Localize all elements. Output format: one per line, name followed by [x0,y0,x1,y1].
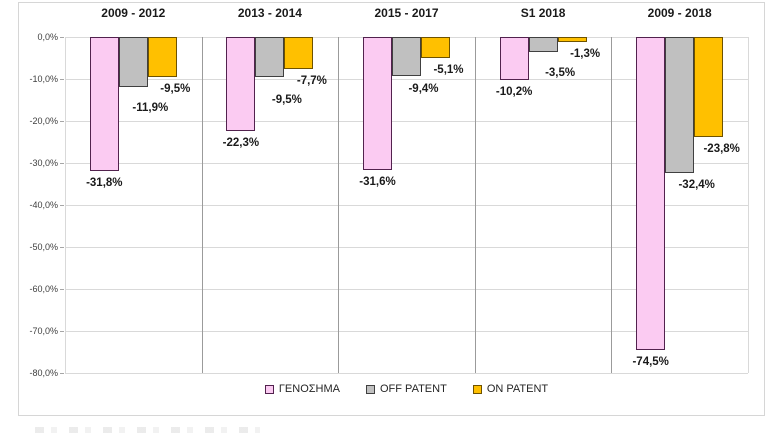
data-bar-3-1 [363,37,392,170]
y-tickmark [60,121,64,122]
panel-title: 2009 - 2012 [101,6,166,20]
data-bar-1-2 [118,37,148,87]
data-bar-2-3 [284,37,314,70]
data-bar-1-1 [89,37,119,171]
data-label: -3,5% [545,67,576,80]
legend-item: ΓΕΝΟΣΗΜΑ [264,383,340,395]
data-bar-4-1 [499,37,529,80]
y-axis-tick-label: -50,0% [29,242,58,252]
data-label: -32,4% [678,179,715,192]
legend-swatch-icon [264,384,274,394]
legend-swatch-icon [472,384,482,394]
panel-title: 2013 - 2014 [237,6,302,20]
data-label: -1,3% [570,48,601,61]
cropped-caption-text [35,427,260,433]
data-bar-5-3 [694,37,724,137]
y-tickmark [60,331,64,332]
y-gridline [65,331,748,332]
data-bar-1-3 [147,37,177,77]
y-gridline [65,163,748,164]
data-bar-4-3 [557,37,587,43]
data-label: -9,5% [271,94,302,107]
data-bar-4-2 [528,37,558,52]
panel-title: S1 2018 [520,6,566,20]
data-label: -23,8% [703,142,740,155]
y-gridline [65,247,748,248]
y-tickmark [60,373,64,374]
legend-label: ΓΕΝΟΣΗΜΑ [278,383,340,395]
y-axis-tick-label: -80,0% [29,368,58,378]
panel-separator [474,37,476,373]
data-bar-3-3 [421,37,450,59]
panel-separator [611,37,613,373]
y-tickmark [60,37,64,38]
data-label: -10,2% [495,86,533,99]
y-gridline [65,79,748,80]
plot-left-border [65,37,66,373]
data-label: -5,1% [433,64,464,77]
y-tickmark [60,205,64,206]
plot-right-border [748,37,749,373]
data-label: -31,8% [86,176,123,189]
data-bar-2-2 [255,37,285,77]
y-axis-tick-label: -20,0% [29,116,58,126]
y-axis-tick-label: 0,0% [37,32,58,42]
y-axis-tick-label: -30,0% [29,158,58,168]
data-label: -7,7% [296,75,327,88]
y-axis-tick-label: -10,0% [29,74,58,84]
legend-item: ON PATENT [472,383,549,395]
panel-title: 2015 - 2017 [374,6,439,20]
data-bar-5-1 [636,37,666,350]
panel-title: 2009 - 2018 [647,6,712,20]
data-bar-3-2 [392,37,421,77]
legend-label: OFF PATENT [380,383,447,395]
data-bar-5-2 [665,37,695,174]
y-gridline [65,373,748,374]
y-tickmark [60,163,64,164]
data-label: -74,5% [632,355,669,368]
y-axis-tick-label: -40,0% [29,200,58,210]
data-label: -9,5% [160,82,191,95]
y-gridline [65,289,748,290]
data-label: -31,6% [359,175,396,188]
y-axis-tick-label: -60,0% [29,284,58,294]
y-gridline [65,121,748,122]
y-gridline [65,205,748,206]
panel-separator [201,37,203,373]
y-tickmark [60,247,64,248]
panel-separator [338,37,340,373]
y-tickmark [60,79,64,80]
legend-item: OFF PATENT [366,383,447,395]
legend-label: ON PATENT [486,383,549,395]
legend-swatch-icon [366,384,375,394]
data-label: -9,4% [408,83,439,96]
chart-legend: ΓΕΝΟΣΗΜΑ OFF PATENT ON PATENT [65,383,748,395]
y-tickmark [60,289,64,290]
data-bar-2-1 [226,37,256,131]
data-label: -22,3% [222,136,260,149]
data-label: -11,9% [132,101,169,114]
y-axis-tick-label: -70,0% [29,326,58,336]
